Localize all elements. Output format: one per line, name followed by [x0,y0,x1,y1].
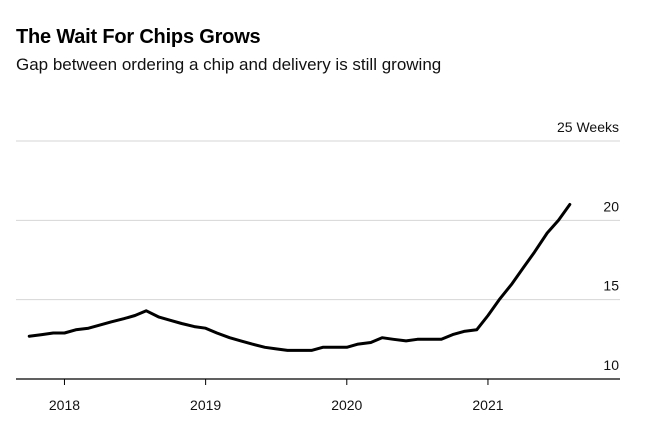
chart-title: The Wait For Chips Grows [16,26,261,48]
y-tick-label-10: 10 [603,357,619,373]
x-tick-label-2021: 2021 [472,397,503,413]
series-line-0 [27,203,572,352]
gridlines [16,140,620,301]
x-tick-label-2020: 2020 [331,397,362,413]
y-tick-label-15: 15 [603,278,619,294]
y-tick-labels: 25 Weeks 20 15 10 [557,119,619,373]
y-tick-label-25: 25 Weeks [557,119,619,135]
x-tick-label-2018: 2018 [49,397,80,413]
y-tick-label-20: 20 [603,198,619,214]
x-axis: 2018 2019 2020 2021 [16,378,620,413]
x-tick-label-2019: 2019 [190,397,221,413]
chart-subtitle: Gap between ordering a chip and delivery… [16,55,442,74]
series-layer [27,203,572,352]
